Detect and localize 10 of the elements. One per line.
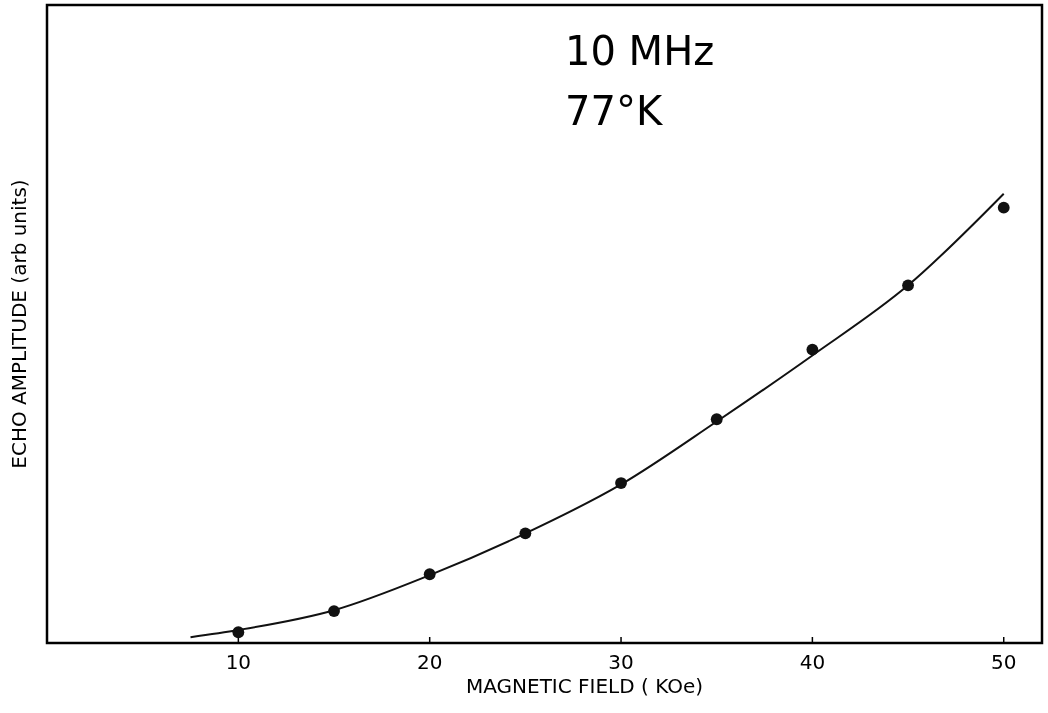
text: 10 MHz [565,28,715,74]
point [997,201,1010,214]
y-axis-title: ECHO AMPLITUDE (arb units) [7,179,31,469]
x-tick-label: 40 [799,650,826,674]
text: 77°K [565,88,664,134]
x-tick-label: 50 [991,650,1017,674]
x-axis-title: MAGNETIC FIELD ( KOe) [465,674,704,698]
x-tick-label: 10 [225,650,252,674]
x-tick-label: 20 [416,650,443,674]
x-tick-label: 30 [608,650,634,674]
